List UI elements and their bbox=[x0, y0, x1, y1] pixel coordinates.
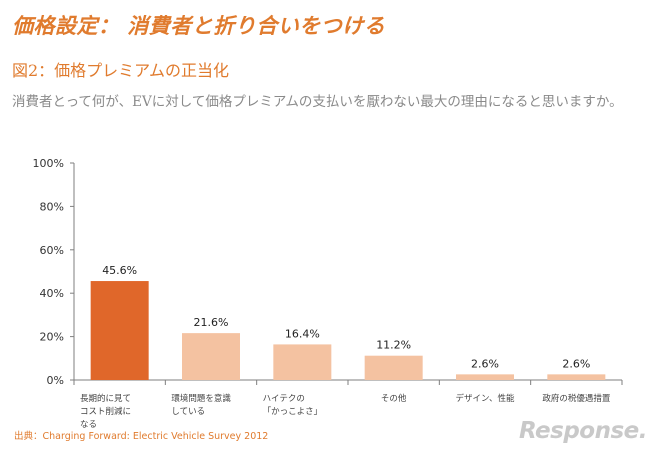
x-category-label: ハイテクの bbox=[263, 394, 305, 404]
y-tick-label: 20% bbox=[40, 331, 64, 344]
x-category-label: している bbox=[171, 407, 205, 417]
bar bbox=[182, 333, 240, 380]
source-note: 出典：Charging Forward: Electric Vehicle Su… bbox=[14, 431, 269, 442]
data-label: 2.6% bbox=[471, 357, 499, 370]
y-tick-label: 40% bbox=[40, 287, 64, 300]
y-tick-label: 60% bbox=[40, 244, 64, 257]
data-label: 2.6% bbox=[562, 357, 590, 370]
bar bbox=[364, 355, 423, 380]
figure-subtitle: 図2：価格プレミアムの正当化 bbox=[12, 61, 230, 80]
bar bbox=[547, 374, 606, 380]
x-category-label: 環境問題を意識 bbox=[171, 393, 231, 404]
x-category-label: 政府の税優遇措置 bbox=[542, 393, 611, 404]
data-label: 45.6% bbox=[102, 264, 137, 277]
y-tick-label: 0% bbox=[47, 374, 64, 387]
x-category-label: その他 bbox=[381, 393, 407, 404]
survey-question: 消費者とって何が、EVに対して価格プレミアムの支払いを厭わない最大の理由になると… bbox=[12, 94, 623, 110]
x-category-label: 「かっこよさ」 bbox=[263, 407, 323, 417]
y-tick-label: 100% bbox=[33, 157, 64, 170]
bar bbox=[273, 344, 332, 380]
x-category-label: コスト削減に bbox=[80, 406, 131, 417]
x-category-label: 長期的に見て bbox=[80, 393, 131, 404]
page-title: 価格設定： 消費者と折り合いをつける bbox=[12, 13, 386, 38]
watermark-logo: Response. bbox=[518, 418, 648, 444]
data-label: 21.6% bbox=[194, 316, 229, 329]
data-label: 16.4% bbox=[285, 327, 320, 340]
bar bbox=[456, 374, 514, 380]
bar bbox=[90, 281, 149, 380]
x-category-label: なる bbox=[80, 420, 97, 430]
y-tick-label: 80% bbox=[40, 200, 64, 213]
x-category-label: デザイン、性能 bbox=[456, 393, 515, 404]
data-label: 11.2% bbox=[376, 339, 411, 352]
